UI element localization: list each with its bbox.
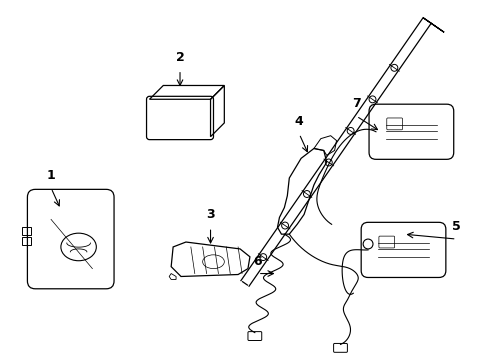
Circle shape [347,127,354,134]
Text: 7: 7 [352,97,361,110]
Circle shape [369,96,376,103]
Text: 1: 1 [47,169,55,182]
Text: 5: 5 [452,220,461,233]
Circle shape [282,222,289,229]
Circle shape [391,64,398,71]
Text: 4: 4 [295,115,303,128]
Circle shape [325,159,332,166]
Circle shape [260,254,267,261]
Circle shape [363,239,373,249]
Text: 3: 3 [206,208,215,221]
Text: 6: 6 [253,255,262,267]
Circle shape [303,190,310,197]
Text: 2: 2 [175,51,184,64]
